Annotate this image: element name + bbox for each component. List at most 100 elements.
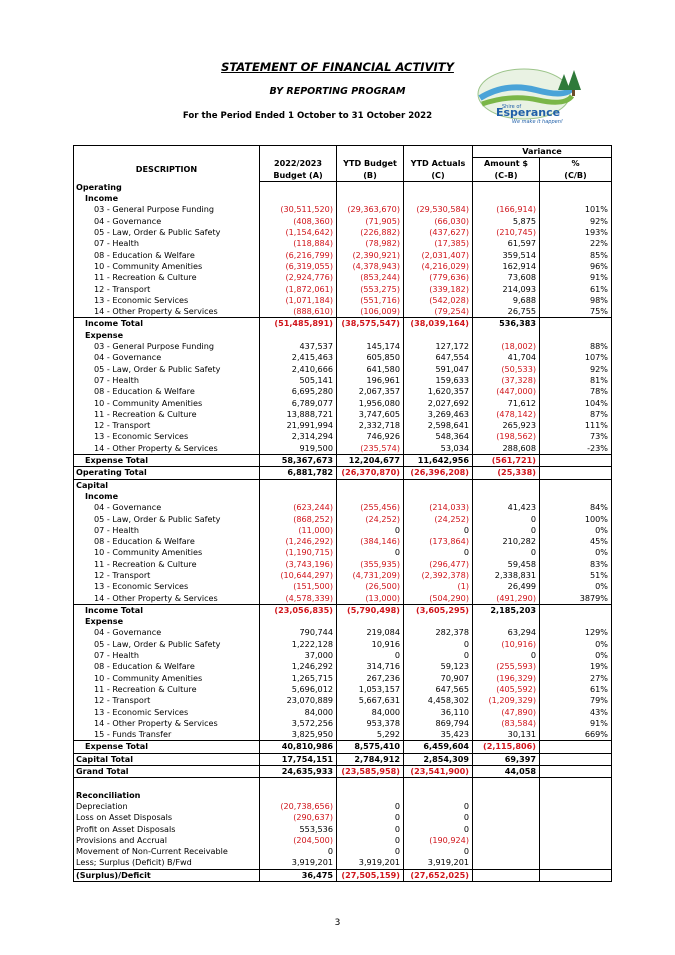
value-cell	[403, 490, 473, 503]
value-cell	[472, 846, 540, 858]
value-cell: 2,338,831	[472, 569, 540, 582]
row-label: 10 - Community Amenities	[73, 547, 260, 559]
value-cell: (542,028)	[403, 294, 473, 307]
value-cell: 3,919,201	[403, 857, 473, 870]
value-cell: (51,485,891)	[259, 317, 337, 330]
value-cell: 1,956,080	[336, 397, 404, 409]
empty-cell	[472, 777, 540, 790]
value-cell	[539, 603, 612, 617]
row-label: 11 - Recreation & Culture	[73, 272, 260, 284]
value-cell: (447,000)	[472, 386, 540, 398]
report-title: STATEMENT OF FINANCIAL ACTIVITY	[221, 60, 454, 74]
value-cell: (2,115,806)	[472, 740, 540, 754]
value-cell	[539, 454, 612, 467]
value-cell: (38,039,164)	[403, 317, 473, 330]
value-cell: 61%	[539, 683, 612, 696]
value-cell: 0	[472, 524, 540, 537]
value-cell: (4,578,339)	[259, 592, 337, 605]
value-cell: 27%	[539, 672, 612, 684]
table-row: 10 - Community Amenities 6,789,077 1,956,0…	[73, 397, 612, 409]
table-row: Operating	[73, 181, 612, 194]
value-cell: (13,000)	[336, 592, 404, 605]
value-cell: 553,536	[259, 823, 337, 835]
value-cell: 78%	[539, 386, 612, 398]
value-cell: 591,047	[403, 363, 473, 375]
pct-header-l2: (C/B)	[539, 169, 612, 182]
budget-header-l1: 2022/2023	[259, 157, 337, 170]
value-cell: 669%	[539, 729, 612, 741]
value-cell: 359,514	[472, 249, 540, 261]
value-cell: (11,000)	[259, 524, 337, 537]
value-cell: (1,071,184)	[259, 294, 337, 307]
value-cell: 3,572,256	[259, 717, 337, 730]
value-cell: 10,916	[336, 638, 404, 651]
value-cell: 605,850	[336, 352, 404, 364]
table-row: Provisions and Accrual (204,500) 0 (190,924…	[73, 834, 612, 847]
value-cell	[472, 478, 540, 491]
table-row: 14 - Other Property & Services (4,578,339…	[73, 592, 612, 605]
row-label: Capital Total	[73, 752, 260, 766]
value-cell: 0	[336, 834, 404, 847]
table-row: 07 - Health (11,000) 0 0 0 0%	[73, 524, 612, 537]
row-label: Movement of Non-Current Receivable	[73, 846, 260, 858]
value-cell	[259, 789, 337, 801]
value-cell: 0	[403, 524, 473, 537]
value-cell: (355,935)	[336, 558, 404, 570]
value-cell: 2,784,912	[336, 752, 404, 766]
value-cell: 61,597	[472, 238, 540, 250]
value-cell: (868,252)	[259, 513, 337, 525]
value-cell	[472, 616, 540, 628]
row-label: 04 - Governance	[73, 627, 260, 639]
row-label: 10 - Community Amenities	[73, 397, 260, 409]
value-cell: 0	[336, 524, 404, 537]
value-cell	[539, 846, 612, 858]
ytd-actuals-header-l1: YTD Actuals	[403, 157, 473, 170]
table-row: Income Total (51,485,891) (38,575,547) (38,…	[73, 317, 612, 330]
table-row: Income	[73, 193, 612, 205]
row-label: 08 - Education & Welfare	[73, 661, 260, 673]
table-row: 14 - Other Property & Services 3,572,256 9…	[73, 717, 612, 730]
row-label: 08 - Education & Welfare	[73, 536, 260, 548]
value-cell: (405,592)	[472, 683, 540, 696]
value-cell	[472, 812, 540, 824]
row-label: 12 - Transport	[73, 283, 260, 295]
row-label: 12 - Transport	[73, 695, 260, 707]
row-label: 14 - Other Property & Services	[73, 442, 260, 455]
value-cell: 5,696,012	[259, 683, 337, 696]
value-cell: 0	[403, 812, 473, 824]
value-cell: 101%	[539, 204, 612, 216]
value-cell: 2,185,203	[472, 603, 540, 617]
value-cell: 2,027,692	[403, 397, 473, 409]
value-cell: 0	[472, 547, 540, 559]
row-label: 07 - Health	[73, 374, 260, 387]
value-cell: 0	[472, 650, 540, 662]
value-cell: 0	[336, 812, 404, 824]
table-row: 07 - Health (118,884) (78,982) (17,385) 61,5…	[73, 238, 612, 250]
shire-of-esperance-logo: Shire of Esperance We make it happen!	[477, 68, 581, 125]
value-cell	[472, 857, 540, 870]
row-label: 04 - Governance	[73, 352, 260, 364]
variance-header: Variance	[472, 144, 612, 159]
value-cell	[539, 823, 612, 835]
value-cell: (24,252)	[403, 513, 473, 525]
value-cell: 129%	[539, 627, 612, 639]
value-cell: (50,533)	[472, 363, 540, 375]
row-label: 05 - Law, Order & Public Safety	[73, 513, 260, 525]
value-cell: 267,236	[336, 672, 404, 684]
value-cell: (3,743,196)	[259, 558, 337, 570]
value-cell: 26,755	[472, 306, 540, 318]
value-cell: 3,825,950	[259, 729, 337, 741]
value-cell: 70,907	[403, 672, 473, 684]
value-cell: (27,652,025)	[403, 868, 473, 883]
row-label: Operating	[73, 181, 260, 194]
row-label: Grand Total	[73, 765, 260, 779]
value-cell	[336, 193, 404, 205]
value-cell: (384,146)	[336, 536, 404, 548]
value-cell: 5,667,631	[336, 695, 404, 707]
empty-cell	[336, 777, 404, 790]
value-cell: 41,704	[472, 352, 540, 364]
row-label: Provisions and Accrual	[73, 834, 260, 847]
value-cell: 2,415,463	[259, 352, 337, 364]
value-cell	[403, 329, 473, 342]
value-cell: 1,053,157	[336, 683, 404, 696]
